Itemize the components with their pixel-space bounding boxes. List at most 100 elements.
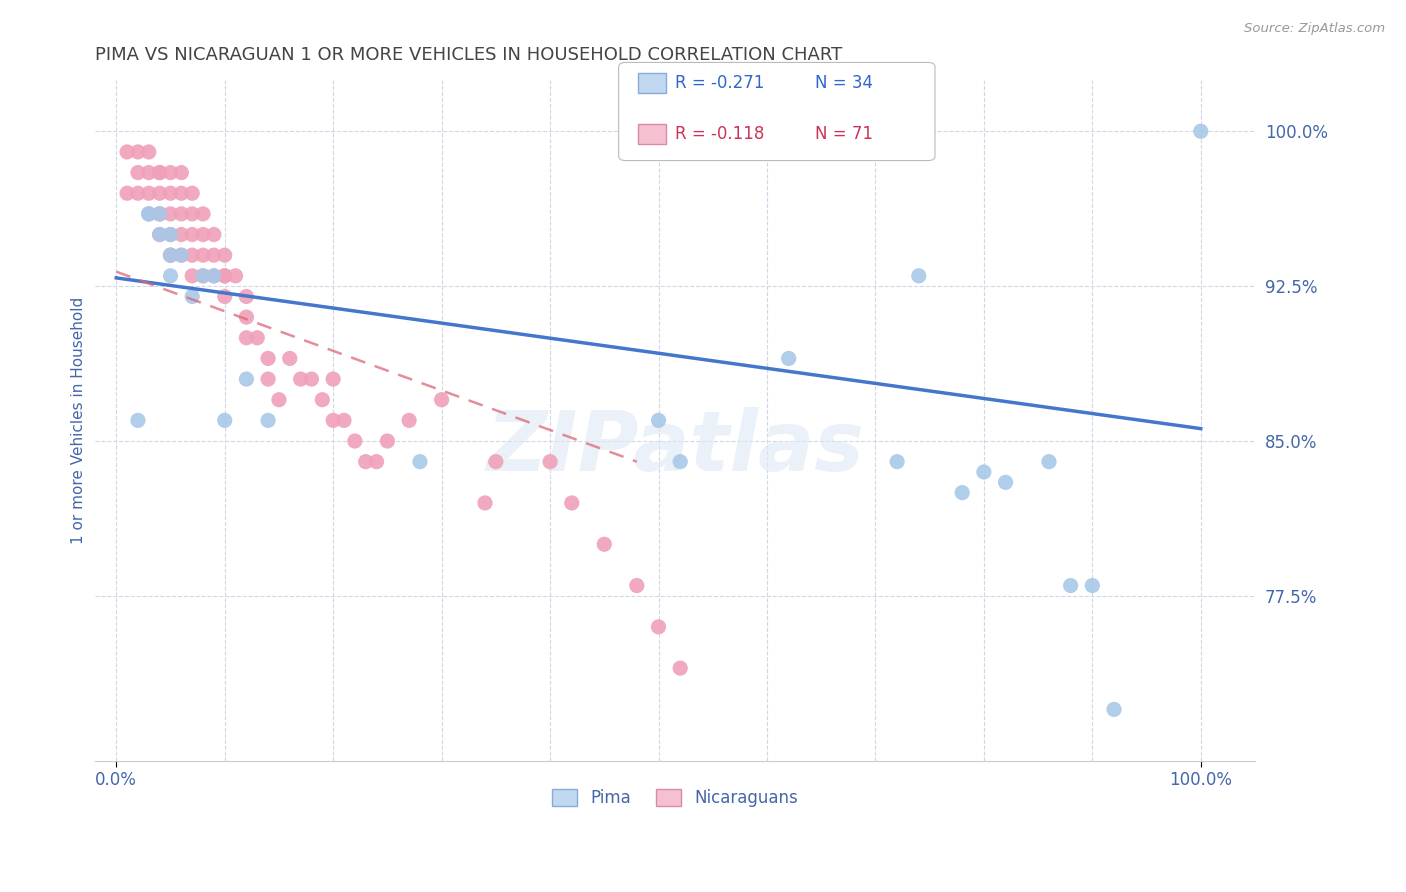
Point	[1189, 124, 1212, 138]
Point	[149, 207, 172, 221]
Point	[214, 248, 236, 262]
Point	[343, 434, 366, 448]
Point	[409, 455, 432, 469]
Point	[214, 289, 236, 303]
Point	[170, 207, 193, 221]
Point	[225, 268, 247, 283]
Point	[474, 496, 496, 510]
Point	[354, 455, 377, 469]
Point	[366, 455, 388, 469]
Point	[159, 186, 181, 201]
Point	[235, 310, 257, 325]
Point	[778, 351, 800, 366]
Point	[377, 434, 399, 448]
Point	[235, 331, 257, 345]
Point	[311, 392, 333, 407]
Legend: Pima, Nicaraguans: Pima, Nicaraguans	[546, 782, 804, 814]
Point	[202, 248, 225, 262]
Point	[1081, 578, 1104, 592]
Point	[538, 455, 561, 469]
Point	[181, 207, 204, 221]
Point	[202, 268, 225, 283]
Point	[235, 372, 257, 386]
Point	[257, 351, 280, 366]
Point	[149, 207, 172, 221]
Point	[333, 413, 356, 427]
Point	[138, 207, 160, 221]
Point	[257, 372, 280, 386]
Point	[138, 165, 160, 179]
Point	[115, 145, 138, 159]
Point	[907, 268, 929, 283]
Point	[159, 227, 181, 242]
Text: ZIPatlas: ZIPatlas	[486, 407, 863, 488]
Point	[257, 413, 280, 427]
Text: R = -0.118: R = -0.118	[675, 125, 765, 143]
Point	[159, 165, 181, 179]
Point	[159, 248, 181, 262]
Point	[647, 413, 669, 427]
Point	[398, 413, 420, 427]
Point	[138, 207, 160, 221]
Point	[181, 289, 204, 303]
Point	[202, 268, 225, 283]
Text: N = 34: N = 34	[815, 74, 873, 92]
Point	[149, 186, 172, 201]
Point	[149, 165, 172, 179]
Point	[159, 268, 181, 283]
Point	[138, 186, 160, 201]
Point	[149, 165, 172, 179]
Point	[138, 207, 160, 221]
Text: Source: ZipAtlas.com: Source: ZipAtlas.com	[1244, 22, 1385, 36]
Point	[149, 227, 172, 242]
Point	[669, 661, 692, 675]
Point	[593, 537, 616, 551]
Point	[202, 227, 225, 242]
Point	[626, 578, 648, 592]
Point	[181, 248, 204, 262]
Point	[214, 268, 236, 283]
Text: R = -0.271: R = -0.271	[675, 74, 765, 92]
Point	[322, 372, 344, 386]
Point	[170, 186, 193, 201]
Point	[191, 227, 214, 242]
Point	[322, 413, 344, 427]
Point	[1102, 702, 1125, 716]
Point	[950, 485, 973, 500]
Point	[214, 413, 236, 427]
Point	[170, 248, 193, 262]
Point	[191, 268, 214, 283]
Point	[181, 227, 204, 242]
Point	[115, 186, 138, 201]
Point	[886, 455, 908, 469]
Point	[191, 248, 214, 262]
Point	[127, 186, 149, 201]
Point	[267, 392, 290, 407]
Point	[127, 145, 149, 159]
Point	[973, 465, 995, 479]
Point	[994, 475, 1017, 490]
Point	[430, 392, 453, 407]
Point	[181, 268, 204, 283]
Text: PIMA VS NICARAGUAN 1 OR MORE VEHICLES IN HOUSEHOLD CORRELATION CHART: PIMA VS NICARAGUAN 1 OR MORE VEHICLES IN…	[94, 46, 842, 64]
Point	[1038, 455, 1060, 469]
Point	[278, 351, 301, 366]
Point	[191, 207, 214, 221]
Point	[127, 413, 149, 427]
Point	[246, 331, 269, 345]
Point	[170, 248, 193, 262]
Point	[191, 268, 214, 283]
Point	[561, 496, 583, 510]
Point	[127, 165, 149, 179]
Point	[159, 207, 181, 221]
Point	[149, 207, 172, 221]
Point	[235, 289, 257, 303]
Point	[138, 145, 160, 159]
Point	[170, 227, 193, 242]
Point	[149, 227, 172, 242]
Point	[170, 165, 193, 179]
Point	[159, 248, 181, 262]
Point	[159, 248, 181, 262]
Text: N = 71: N = 71	[815, 125, 873, 143]
Point	[290, 372, 312, 386]
